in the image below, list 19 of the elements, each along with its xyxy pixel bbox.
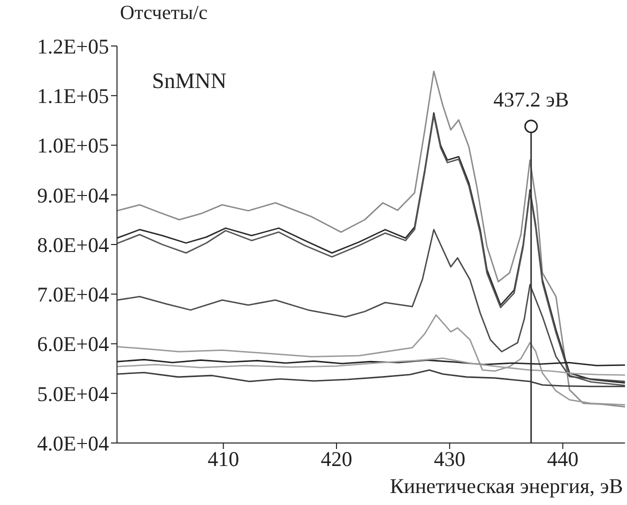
annotation: 437.2 эВ — [493, 87, 569, 112]
annotation: SnMNN — [152, 68, 227, 94]
y-tick-label: 6.0E+04 — [37, 332, 110, 356]
x-tick-label: 430 — [434, 446, 466, 471]
y-tick-label: 1.2E+05 — [37, 34, 109, 58]
y-tick-label: 1.1E+05 — [37, 84, 109, 108]
x-tick-label: 440 — [547, 446, 579, 471]
y-tick-label: 8.0E+04 — [37, 232, 110, 257]
line-series — [117, 314, 625, 406]
y-tick-label: 5.0E+04 — [37, 382, 110, 406]
y-axis-title: Отсчеты/с — [120, 2, 208, 25]
x-axis-title: Кинетическая энергия, эВ — [390, 474, 623, 499]
y-tick-label: 1.0E+05 — [37, 134, 109, 158]
x-tick-label: 420 — [320, 446, 352, 471]
y-tick-label: 9.0E+04 — [37, 183, 110, 208]
x-tick-label: 410 — [208, 446, 240, 471]
y-tick-label: 4.0E+04 — [37, 431, 110, 456]
y-tick-label: 7.0E+04 — [37, 282, 110, 307]
line-series — [117, 70, 625, 408]
